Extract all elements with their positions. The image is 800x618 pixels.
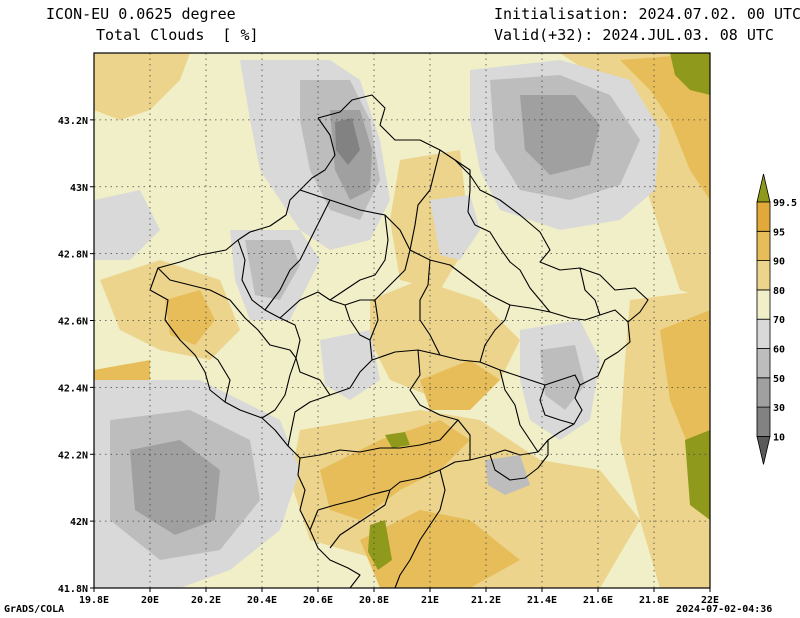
lon-tick-label: 20.4E bbox=[247, 595, 277, 606]
model-title: ICON-EU 0.0625 degree bbox=[46, 5, 236, 23]
lon-tick-label: 21.6E bbox=[583, 595, 613, 606]
lon-tick-label: 20.6E bbox=[303, 595, 333, 606]
legend-swatch bbox=[756, 173, 771, 203]
axis-ticks: 19.8E 20E 20.2E 20.4E 20.6E 20.8E 21E 21.2E 21.4… bbox=[58, 116, 719, 606]
lat-tick-label: 42.2N bbox=[58, 450, 88, 461]
lon-tick-label: 20.2E bbox=[191, 595, 221, 606]
legend-label: 50 bbox=[773, 374, 785, 385]
valid-time: Valid(+32): 2024.JUL.03. 08 UTC bbox=[494, 26, 774, 44]
lon-tick-label: 20E bbox=[141, 595, 159, 606]
lat-tick-label: 42.8N bbox=[58, 250, 88, 261]
cloud-field bbox=[94, 53, 710, 588]
lon-tick-label: 22E bbox=[701, 595, 719, 606]
legend-label: 80 bbox=[773, 286, 785, 297]
legend-label: 99.5 bbox=[773, 198, 797, 209]
lat-tick-label: 43N bbox=[70, 183, 88, 194]
legend-label: 10 bbox=[773, 432, 785, 443]
lon-tick-label: 21E bbox=[421, 595, 439, 606]
field-title: Total Clouds [ %] bbox=[96, 26, 259, 44]
legend-swatch bbox=[756, 436, 771, 465]
legend-swatch bbox=[756, 348, 771, 379]
legend-swatch bbox=[756, 318, 771, 349]
lon-tick-label: 21.2E bbox=[471, 595, 501, 606]
lat-tick-label: 42.6N bbox=[58, 317, 88, 328]
initialisation-time: Initialisation: 2024.07.02. 00 UTC bbox=[494, 5, 800, 23]
lat-lon-grid bbox=[94, 53, 710, 588]
lat-tick-label: 41.8N bbox=[58, 584, 88, 595]
legend-label: 95 bbox=[773, 227, 785, 238]
legend-swatch bbox=[756, 289, 771, 320]
lat-tick-label: 43.2N bbox=[58, 116, 88, 127]
lon-tick-label: 21.4E bbox=[527, 595, 557, 606]
legend-label: 30 bbox=[773, 403, 785, 414]
lon-tick-label: 19.8E bbox=[79, 595, 109, 606]
lon-tick-label: 21.8E bbox=[639, 595, 669, 606]
legend-swatch bbox=[756, 377, 771, 408]
legend-swatch bbox=[756, 406, 771, 437]
legend-label: 60 bbox=[773, 345, 785, 356]
timestamp-label: 2024-07-02-04:36 bbox=[676, 604, 773, 615]
legend-swatch bbox=[756, 230, 771, 262]
lat-tick-label: 42N bbox=[70, 517, 88, 528]
legend-swatch bbox=[756, 260, 771, 291]
lat-tick-label: 42.4N bbox=[58, 383, 88, 394]
legend-label: 90 bbox=[773, 257, 785, 268]
credit-label: GrADS/COLA bbox=[4, 604, 65, 615]
color-legend: 10 30 50 60 70 80 90 95 99.5 bbox=[756, 173, 797, 465]
lon-tick-label: 20.8E bbox=[359, 595, 389, 606]
legend-swatch bbox=[756, 201, 771, 232]
legend-label: 70 bbox=[773, 315, 785, 326]
district-borders bbox=[149, 94, 649, 589]
